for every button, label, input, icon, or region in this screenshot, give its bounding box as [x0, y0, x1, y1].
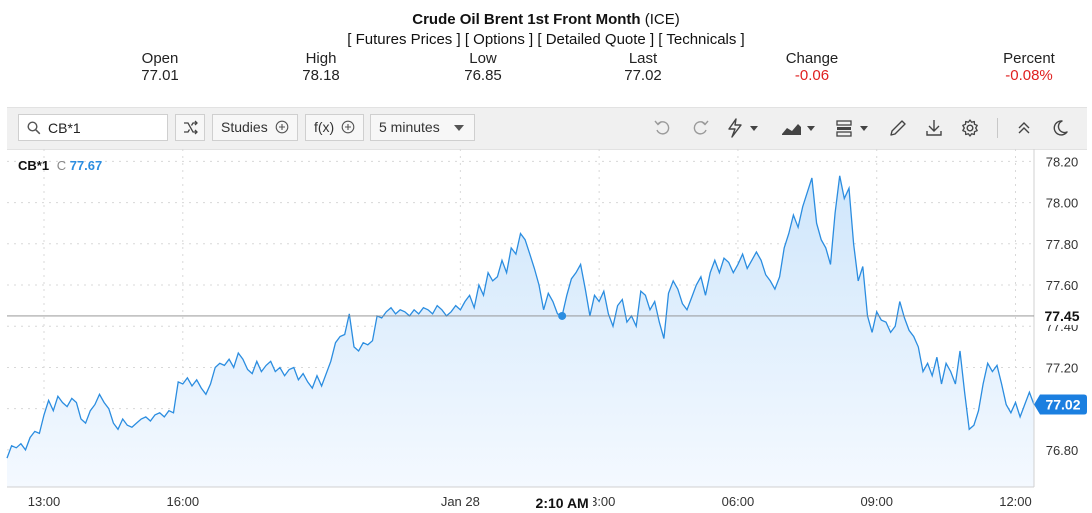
- stat-open: Open 77.01: [141, 50, 179, 84]
- last-price-badge-shape: [1034, 394, 1087, 415]
- x-tick-label: Jan 28: [441, 494, 480, 509]
- bar-chart-icon[interactable]: [835, 118, 875, 138]
- moon-icon[interactable]: [1049, 118, 1071, 138]
- stat-percent: Percent -0.08%: [1003, 50, 1055, 84]
- price-area-fill: [7, 175, 1034, 488]
- area-chart-icon[interactable]: [780, 118, 820, 138]
- y-tick-label: 78.00: [1046, 196, 1079, 211]
- stat-change: Change -0.06: [786, 50, 839, 84]
- interval-label: 5 minutes: [379, 119, 440, 135]
- link-options[interactable]: [ Options ]: [464, 31, 534, 48]
- function-label: f(x): [314, 119, 335, 135]
- collapse-icon[interactable]: [1013, 118, 1035, 138]
- crosshair-point: [558, 311, 567, 320]
- link-futures-prices[interactable]: [ Futures Prices ]: [347, 31, 461, 48]
- stat-value: 77.02: [624, 67, 662, 84]
- x-tick-label: 13:00: [28, 494, 61, 509]
- stat-value: 78.18: [302, 67, 340, 84]
- series-legend-value: 77.67: [70, 158, 103, 173]
- x-tick-label: 09:00: [860, 494, 893, 509]
- crosshair-price-text: 77.45: [1044, 308, 1079, 324]
- quote-links: [ Futures Prices ] [ Options ] [ Detaile…: [0, 31, 1092, 48]
- stat-label: Change: [785, 50, 839, 67]
- stat-high: High 78.18: [302, 50, 340, 84]
- gear-icon[interactable]: [959, 118, 981, 138]
- x-tick-label: 16:00: [167, 494, 200, 509]
- stat-label: Low: [469, 50, 497, 67]
- last-price-text: 77.02: [1045, 397, 1080, 413]
- title-exchange: (ICE): [640, 11, 680, 28]
- crosshair-price-label: 77.45: [1036, 306, 1088, 325]
- shuffle-icon: [184, 120, 198, 135]
- lightning-icon[interactable]: [725, 118, 763, 138]
- stat-value: -0.08%: [1005, 67, 1053, 84]
- studies-label: Studies: [221, 119, 268, 135]
- interval-select[interactable]: 5 minutes: [370, 114, 475, 141]
- add-circle-icon: [275, 120, 288, 134]
- series-legend: CB*1 C 77.67: [18, 158, 102, 173]
- y-tick-label: 77.80: [1046, 237, 1079, 252]
- y-tick-label: 77.20: [1046, 360, 1079, 375]
- caret-down-icon: [454, 125, 464, 131]
- crosshair-time-text: 2:10 AM: [536, 495, 589, 511]
- add-circle-icon: [341, 120, 355, 134]
- studies-button[interactable]: Studies: [212, 114, 298, 141]
- symbol-search-input[interactable]: CB*1: [18, 114, 168, 141]
- redo-icon[interactable]: [689, 118, 711, 138]
- stat-value: 76.85: [464, 67, 502, 84]
- price-line: [6, 175, 1035, 459]
- symbol-value: CB*1: [48, 120, 81, 136]
- stat-label: High: [305, 50, 337, 67]
- undo-icon[interactable]: [652, 118, 674, 138]
- stat-label: Percent: [1003, 50, 1055, 67]
- link-technicals[interactable]: [ Technicals ]: [658, 31, 745, 48]
- compare-button[interactable]: [175, 114, 205, 141]
- stat-low: Low 76.85: [464, 50, 502, 84]
- chart-title: Crude Oil Brent 1st Front Month (ICE): [0, 11, 1092, 28]
- toolbar-divider: [997, 118, 998, 138]
- series-legend-symbol: CB*1: [18, 158, 49, 173]
- stat-value: 77.01: [141, 67, 179, 84]
- y-tick-label: 77.60: [1046, 278, 1079, 293]
- stat-label: Last: [628, 50, 658, 67]
- stat-value: -0.06: [794, 67, 830, 84]
- last-price-badge: 77.02: [1034, 394, 1087, 415]
- title-instrument: Crude Oil Brent 1st Front Month: [412, 11, 641, 28]
- x-axis: 13:00 16:00 Jan 28 03:00 06:00 09:00 12:00: [28, 494, 1032, 509]
- search-icon: [27, 121, 41, 135]
- pencil-icon[interactable]: [887, 118, 909, 138]
- x-tick-label: 06:00: [722, 494, 755, 509]
- x-tick-label: 12:00: [999, 494, 1032, 509]
- chart-toolbar: CB*1 Studies f(x) 5 minutes: [7, 107, 1087, 150]
- stat-label: Open: [141, 50, 179, 67]
- y-tick-label: 78.20: [1046, 154, 1079, 169]
- crosshair-time-label: 2:10 AM: [531, 491, 594, 513]
- stat-last: Last 77.02: [624, 50, 662, 84]
- function-button[interactable]: f(x): [305, 114, 365, 141]
- price-chart[interactable]: 76.8077.0077.2077.4077.6077.8078.0078.20…: [0, 149, 1092, 513]
- download-icon[interactable]: [923, 118, 945, 138]
- y-tick-label: 76.80: [1046, 443, 1079, 458]
- link-detailed-quote[interactable]: [ Detailed Quote ]: [537, 31, 655, 48]
- series-legend-prefix: C: [57, 158, 66, 173]
